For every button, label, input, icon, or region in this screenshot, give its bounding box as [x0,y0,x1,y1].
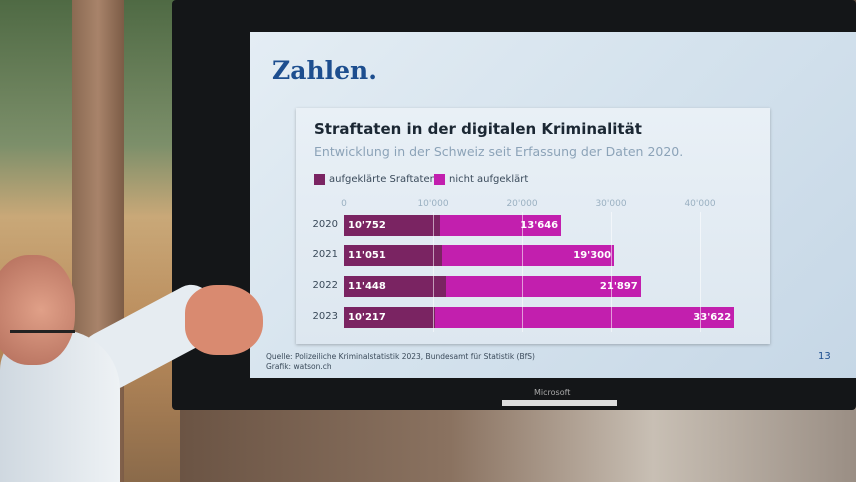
y-tick-label: 2023 [312,311,338,322]
x-tick-label: 10'000 [417,199,449,209]
graphic-credit: Grafik: watson.ch [266,362,332,371]
data-label: 10'217 [348,312,386,323]
legend-swatch [314,174,325,185]
legend-label: nicht aufgeklärt [449,174,529,185]
data-label: 11'448 [348,281,386,292]
x-tick-label: 30'000 [595,199,627,209]
bar-unsolved [442,245,615,266]
legend-swatch [434,174,445,185]
bar-unsolved [434,307,735,328]
presenter-hand [185,285,263,355]
data-label: 11'051 [348,250,386,261]
data-label: 33'622 [693,312,732,323]
bar-solved [344,245,443,266]
x-tick-label: 0 [341,199,347,209]
presenter-head [0,255,75,365]
source-note: Quelle: Polizeiliche Kriminalstatistik 2… [266,352,535,361]
chart-title: Straftaten in der digitalen Kriminalität [314,120,642,138]
gridline [433,212,434,332]
gridline [611,212,612,332]
data-label: 19'300 [573,250,612,261]
legend-label: aufgeklärte Sraftaten [329,174,436,185]
monitor-brand: Microsoft [534,388,571,397]
y-tick-label: 2021 [312,249,338,260]
bar-solved [344,215,440,236]
y-tick-label: 2022 [312,280,338,291]
bar-solved [344,276,446,297]
bar-unsolved [445,276,641,297]
data-label: 21'897 [599,281,638,292]
page-number: 13 [818,351,831,362]
y-tick-label: 2020 [312,219,338,230]
legend-item-solved: aufgeklärte Sraftaten [314,174,436,185]
data-label: 13'646 [520,220,559,231]
slide-headline: Zahlen. [272,56,377,85]
bar-solved [344,307,435,328]
presenter-glasses [10,330,75,333]
monitor-plate [502,400,617,406]
x-tick-label: 20'000 [506,199,538,209]
x-tick-label: 40'000 [684,199,716,209]
data-label: 10'752 [348,220,386,231]
gridline [700,212,701,332]
gridline [522,212,523,332]
wall [180,405,856,482]
legend-item-unsolved: nicht aufgeklärt [434,174,528,185]
bar-unsolved [439,215,562,236]
chart-subtitle: Entwicklung in der Schweiz seit Erfassun… [314,144,684,159]
